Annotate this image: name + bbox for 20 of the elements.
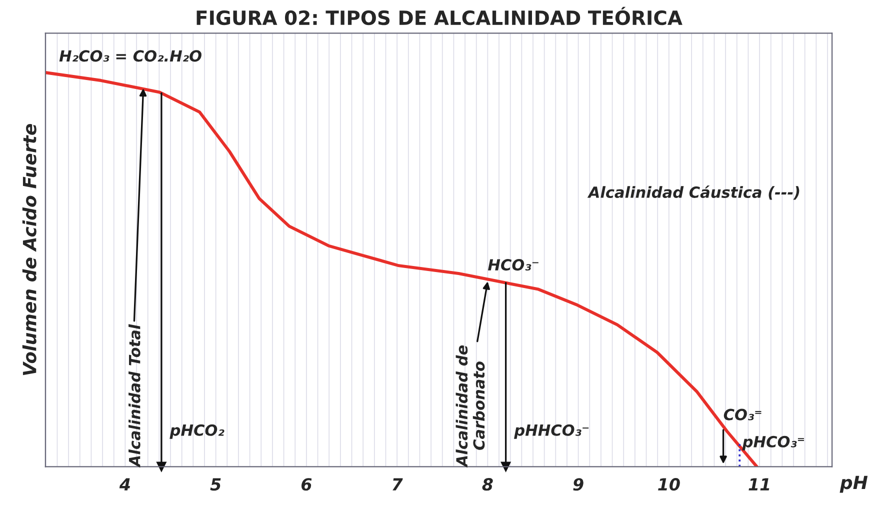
x-tick-label: 9: [573, 478, 584, 491]
annotation: Alcalinidad de Carbonato: [456, 345, 485, 468]
annotation: Alcalinidad Cáustica (---): [587, 186, 800, 200]
annotation: pHCO₃⁼: [742, 436, 804, 450]
annotation: HCO₃⁻: [488, 259, 538, 271]
chart-title: FIGURA 02: TIPOS DE ALCALINIDAD TEÓRICA: [196, 6, 682, 26]
x-tick-label: 5: [210, 478, 221, 491]
y-axis-title: Volumen de Acido Fuerte: [22, 124, 36, 376]
x-tick-label: 4: [119, 478, 130, 490]
annotation: CO₃⁼: [724, 408, 762, 420]
x-tick-label: 10: [658, 478, 680, 491]
x-tick-label: 6: [301, 478, 312, 491]
x-axis-title: pH: [840, 476, 868, 493]
x-tick-label: 11: [748, 478, 770, 490]
x-tick-label: 7: [392, 478, 403, 490]
ref-line-label: pHCO₂: [170, 424, 224, 439]
x-tick-label: 8: [482, 478, 493, 491]
ref-line-label: pHHCO₃⁻: [514, 424, 589, 439]
annotation: H₂CO₃ = CO₂.H₂O: [59, 50, 202, 62]
annotation: Alcalinidad Total: [128, 324, 140, 468]
